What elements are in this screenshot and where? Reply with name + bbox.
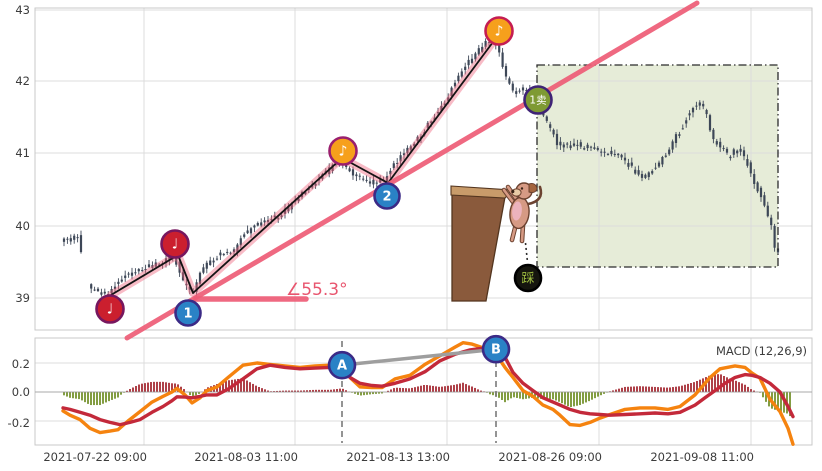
- marker-note-2[interactable]: ♩: [160, 229, 190, 259]
- marker-step[interactable]: 踩: [513, 263, 543, 293]
- cliff-top: [450, 185, 514, 199]
- price-ytick: 42: [15, 74, 30, 88]
- macd-lines: [61, 341, 795, 446]
- macd-marker-A[interactable]: A: [327, 350, 357, 380]
- marker-sell-1[interactable]: 1卖: [523, 85, 553, 115]
- zigzag-annotation: [107, 34, 500, 299]
- price-panel-frame: [34, 7, 813, 331]
- dog-climbing-cliff-illustration: [450, 182, 543, 302]
- dog-nose: [511, 189, 515, 194]
- step-marker-connector: [524, 242, 529, 263]
- macd-ytick: -0.2: [8, 416, 30, 430]
- macd-y-axis: 0.2 0.0 -0.2: [8, 357, 30, 430]
- svg-text:踩: 踩: [521, 272, 534, 287]
- marker-note-4[interactable]: ♪: [484, 16, 514, 46]
- macd-dif-line: [61, 341, 795, 446]
- dog-tail: [526, 185, 543, 206]
- macd-marker-B[interactable]: B: [481, 334, 511, 364]
- price-ytick: 43: [15, 3, 30, 17]
- marker-note-3[interactable]: ♪: [328, 136, 358, 166]
- x-tick-label: 2021-09-08 11:00: [650, 450, 754, 464]
- svg-text:2: 2: [382, 190, 391, 205]
- x-tick-label: 2021-07-22 09:00: [43, 450, 147, 464]
- marker-note-1[interactable]: ♩: [95, 294, 125, 324]
- svg-text:B: B: [491, 343, 501, 358]
- gridlines: [35, 8, 812, 445]
- macd-markers: AB: [327, 334, 511, 443]
- macd-panel-frame: [34, 337, 813, 446]
- svg-text:♩: ♩: [107, 302, 114, 318]
- x-tick-label: 2021-08-03 11:00: [194, 450, 298, 464]
- highlight-region-fill: [537, 65, 778, 267]
- x-axis: 2021-07-22 09:00 2021-08-03 11:00 2021-0…: [43, 450, 754, 464]
- svg-text:♪: ♪: [339, 144, 348, 160]
- svg-text:A: A: [337, 359, 347, 374]
- x-tick-label: 2021-08-13 13:00: [346, 450, 450, 464]
- macd-indicator-label: MACD (12,26,9): [716, 344, 807, 358]
- svg-text:♪: ♪: [495, 24, 504, 40]
- macd-ytick: 0.0: [12, 385, 30, 399]
- price-markers: ♩ ♩ 1 ♪ 2 ♪ 1卖踩: [95, 16, 553, 327]
- angle-label: ∠55.3°: [286, 280, 348, 300]
- marker-buy-1[interactable]: 1: [174, 299, 202, 327]
- price-ytick: 39: [15, 291, 30, 305]
- svg-text:1: 1: [183, 307, 192, 322]
- svg-text:♩: ♩: [172, 237, 179, 253]
- trendline-annotation: [124, 0, 700, 341]
- macd-ytick: 0.2: [12, 357, 30, 371]
- x-tick-label: 2021-08-26 09:00: [498, 450, 602, 464]
- highlight-region-border: [536, 64, 779, 268]
- marker-buy-2[interactable]: 2: [373, 182, 401, 210]
- dog-belly: [512, 201, 522, 221]
- dog-ear: [528, 183, 538, 194]
- svg-text:1卖: 1卖: [529, 95, 546, 107]
- price-y-axis: 43 42 41 40 39: [15, 3, 30, 305]
- dog-arm: [502, 188, 515, 204]
- price-ytick: 40: [15, 219, 30, 233]
- price-ytick: 41: [15, 146, 30, 160]
- dog-eye: [520, 187, 524, 190]
- macd-dea-line: [61, 346, 795, 427]
